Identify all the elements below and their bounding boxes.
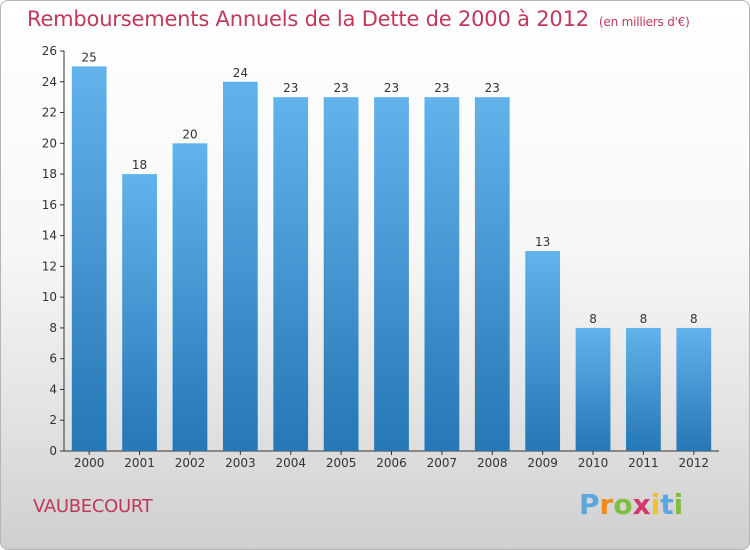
y-tick-label: 2: [49, 413, 57, 427]
y-tick-label: 18: [42, 167, 57, 181]
y-tick-label: 0: [49, 444, 57, 458]
bar: [122, 174, 157, 452]
logo-letter: P: [579, 488, 600, 521]
x-tick-label: 2008: [477, 456, 508, 470]
y-tick-label: 22: [42, 106, 57, 120]
x-tick-label: 2000: [74, 456, 105, 470]
x-tick-label: 2004: [275, 456, 306, 470]
x-tick-label: 2003: [225, 456, 256, 470]
y-tick-label: 14: [42, 229, 57, 243]
bar: [626, 327, 661, 451]
x-tick-label: 2005: [326, 456, 357, 470]
bar: [222, 81, 258, 452]
bar: [424, 97, 460, 452]
bar: [71, 66, 107, 451]
chart-title: Remboursements Annuels de la Dette de 20…: [27, 7, 690, 31]
bar-value-label: 24: [233, 66, 248, 80]
x-tick-label: 2002: [175, 456, 206, 470]
logo-letter: i: [673, 488, 684, 521]
bar-value-label: 13: [535, 235, 550, 249]
bar-value-label: 23: [434, 81, 449, 95]
x-tick-label: 2007: [427, 456, 458, 470]
bar-value-label: 18: [132, 158, 147, 172]
bar: [575, 327, 611, 451]
bar-value-label: 25: [82, 50, 97, 64]
x-tick-label: 2001: [124, 456, 155, 470]
chart-title-text: Remboursements Annuels de la Dette de 20…: [27, 7, 589, 31]
y-tick-label: 12: [42, 259, 57, 273]
chart-subtitle: (en milliers d'€): [598, 15, 690, 29]
bar-value-label: 8: [589, 312, 597, 326]
bar: [525, 251, 561, 451]
bar-value-label: 8: [690, 312, 698, 326]
bar: [374, 97, 409, 452]
bar-value-label: 23: [333, 81, 348, 95]
bar: [474, 97, 510, 452]
y-tick-label: 8: [49, 321, 57, 335]
logo-letter: o: [613, 488, 633, 521]
x-tick-label: 2010: [578, 456, 609, 470]
y-tick-label: 16: [42, 198, 57, 212]
bar-value-label: 23: [485, 81, 500, 95]
y-tick-label: 24: [42, 75, 57, 89]
x-tick-label: 2011: [628, 456, 659, 470]
town-name: VAUBECOURT: [33, 496, 153, 517]
logo-letter: r: [599, 488, 614, 521]
logo-letter: x: [632, 488, 651, 521]
bar: [676, 327, 712, 451]
y-tick-label: 20: [42, 136, 57, 150]
y-tick-label: 26: [42, 44, 57, 58]
y-tick-label: 6: [49, 352, 57, 366]
x-tick-label: 2009: [527, 456, 558, 470]
bar-value-label: 20: [182, 127, 197, 141]
x-tick-label: 2006: [376, 456, 407, 470]
bar-value-label: 8: [640, 312, 648, 326]
logo-letter: i: [650, 488, 661, 521]
proxiti-logo[interactable]: Proxiti: [579, 488, 683, 521]
bar-value-label: 23: [384, 81, 399, 95]
x-tick-label: 2012: [679, 456, 710, 470]
bar: [172, 143, 208, 452]
bar-value-label: 23: [283, 81, 298, 95]
bar: [273, 97, 309, 452]
logo-letter: t: [660, 488, 674, 521]
y-tick-label: 10: [42, 290, 57, 304]
y-tick-label: 4: [49, 382, 57, 396]
bar: [323, 97, 359, 452]
